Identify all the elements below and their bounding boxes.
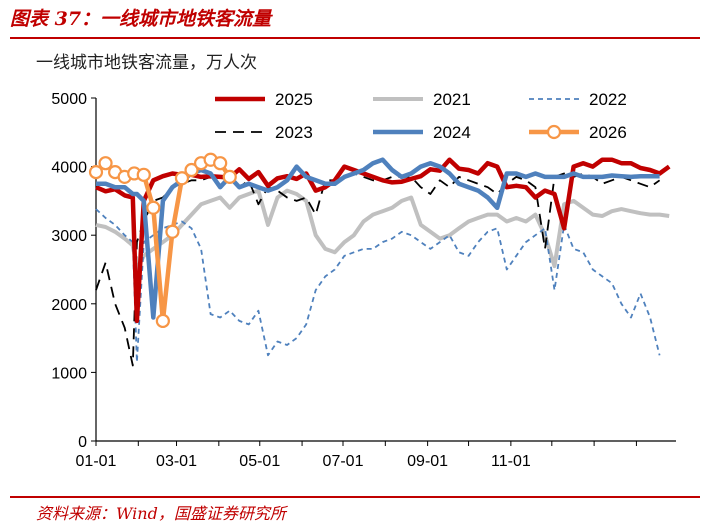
- source-note: 资料来源：Wind，国盛证券研究所: [36, 504, 286, 523]
- legend-label-2025: 2025: [275, 90, 313, 109]
- series-point-2026: [184, 162, 199, 178]
- legend-label-2026: 2026: [589, 123, 627, 142]
- series-point-2026: [222, 169, 237, 184]
- x-tick-label: 01-01: [76, 453, 117, 470]
- series-line-2021: [95, 188, 670, 272]
- legend-label-2021: 2021: [433, 90, 471, 109]
- x-tick-label: 05-01: [239, 453, 280, 470]
- legend-label-2024: 2024: [433, 123, 471, 142]
- y-tick-label: 0: [78, 434, 87, 451]
- series-line-2022: [95, 208, 661, 363]
- x-tick-label: 11-01: [491, 453, 531, 470]
- series-point-2026: [136, 167, 151, 182]
- x-tick-label: 09-01: [407, 453, 448, 470]
- series-point-2026: [155, 313, 170, 329]
- series-point-2026: [165, 224, 180, 239]
- y-tick-label: 2000: [51, 297, 87, 314]
- legend-label-2022: 2022: [589, 90, 627, 109]
- y-tick-label: 1000: [51, 365, 87, 382]
- series-layer: [88, 152, 671, 367]
- series-point-2026: [213, 156, 228, 171]
- x-tick-label: 07-01: [323, 453, 364, 470]
- y-tick-label: 4000: [51, 160, 87, 177]
- series-point-2026: [98, 156, 113, 171]
- series-line-2023: [95, 172, 661, 367]
- series-point-2026: [146, 200, 161, 215]
- legend-marker-2026: [546, 124, 562, 140]
- y-tick-label: 5000: [51, 91, 87, 108]
- series-point-2026: [88, 164, 104, 180]
- bottom-rule: [10, 496, 700, 498]
- series-point-2026: [174, 171, 190, 186]
- chart-axes: 0 1000 2000 3000 4000 5000 01-01 03-01 05-01 07-0…: [51, 91, 676, 470]
- top-rule: [10, 37, 700, 39]
- y-tick-label: 3000: [51, 228, 87, 245]
- chart-subtitle: 一线城市地铁客流量，万人次: [36, 53, 257, 73]
- figure-title: 图表 37：一线城市地铁客流量: [10, 8, 272, 30]
- legend-label-2023: 2023: [275, 123, 313, 142]
- chart-legend: 2025 2021 2022 2023 2024 2026: [215, 90, 627, 142]
- x-tick-label: 03-01: [156, 453, 197, 470]
